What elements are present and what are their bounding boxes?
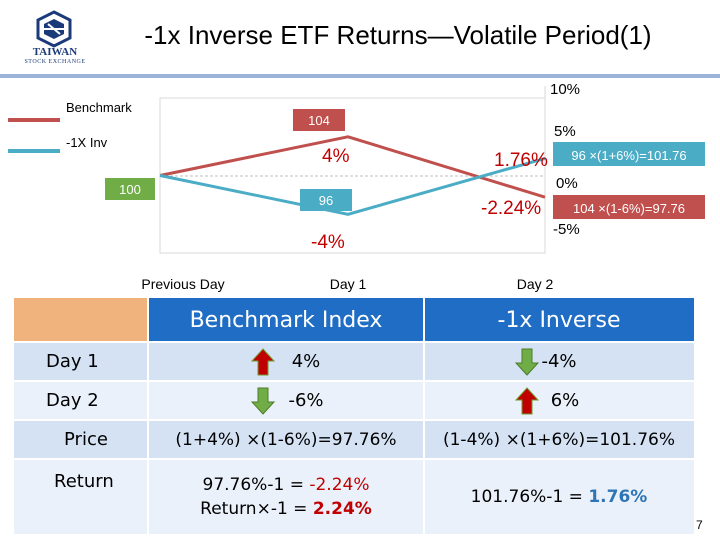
- index-label-inverse-day1: 96: [319, 193, 333, 208]
- cell-inverse-return: 101.76%-1 = 1.76%: [424, 459, 694, 534]
- slide-header: TAIWAN STOCK EXCHANGE -1x Inverse ETF Re…: [0, 0, 720, 78]
- return-formula-text: 101.76%-1 =: [470, 486, 583, 507]
- return-line-2: Return×-1 = 2.24%: [200, 497, 372, 521]
- arrow-down-icon: [514, 348, 540, 376]
- axis-tick-label: 10%: [550, 81, 580, 98]
- series-line-inverse: [159, 156, 546, 216]
- return-value-negative: -2.24%: [309, 474, 370, 495]
- arrow-up-icon: [250, 348, 276, 376]
- day2-return-inverse: 1.76%: [494, 150, 548, 171]
- index-box-start: [105, 178, 155, 200]
- returns-table: Benchmark Index -1x Inverse Day 1 4% -4%…: [14, 298, 694, 534]
- page-number: 7: [696, 518, 703, 532]
- formula-box-inverse: [553, 142, 705, 166]
- formula-box-benchmark: [553, 195, 705, 219]
- index-label-benchmark-day1: 104: [308, 113, 330, 128]
- formula-inverse: 96 ×(1+6%)=101.76: [571, 148, 686, 163]
- return-value-inverse: 2.24%: [312, 498, 372, 519]
- cell-benchmark-day2: -6%: [288, 390, 324, 411]
- index-box-inverse-day1: [300, 189, 352, 211]
- header-divider: [0, 74, 720, 78]
- slide-title: -1x Inverse ETF Returns—Volatile Period(…: [144, 20, 652, 50]
- x-tick-label: Previous Day: [141, 276, 224, 292]
- return-formula-text: Return×-1 =: [200, 498, 313, 519]
- tse-logo-icon: [36, 10, 72, 48]
- axis-tick-label: 0%: [556, 175, 578, 192]
- logo-subtext: STOCK EXCHANGE: [24, 59, 86, 65]
- column-header-inverse: -1x Inverse: [497, 307, 621, 333]
- cell-inverse-price: (1-4%) ×(1+6%)=101.76%: [442, 429, 675, 450]
- change-label-inverse-day1: -4%: [311, 232, 345, 253]
- row-label-day1: Day 1: [46, 351, 99, 372]
- row-label-return: Return: [54, 470, 114, 492]
- logo-text: TAIWAN: [32, 46, 78, 58]
- column-header-benchmark: Benchmark Index: [189, 307, 383, 333]
- return-value-positive: 1.76%: [588, 486, 648, 507]
- row-label-day2: Day 2: [46, 390, 99, 411]
- cell-inverse-day2: 6%: [550, 390, 580, 411]
- return-line-1: 97.76%-1 = -2.24%: [203, 473, 370, 497]
- return-formula-text: 97.76%-1 =: [202, 474, 310, 495]
- axis-tick-label: 5%: [554, 123, 576, 140]
- arrow-up-icon: [514, 387, 540, 415]
- row-label-price: Price: [64, 429, 108, 450]
- legend-label-benchmark: Benchmark: [66, 100, 132, 115]
- day2-return-benchmark: -2.24%: [481, 198, 541, 219]
- formula-benchmark: 104 ×(1-6%)=97.76: [573, 201, 685, 216]
- cell-inverse-day1: -4%: [541, 351, 577, 372]
- return-line-chart: 10% 5% 0% -5% Benchmark -1X Inv 100 104 …: [8, 81, 705, 292]
- cell-benchmark-return: 97.76%-1 = -2.24% Return×-1 = 2.24%: [148, 459, 424, 534]
- change-label-benchmark-day1: 4%: [322, 146, 350, 167]
- index-label-start: 100: [119, 182, 141, 197]
- index-box-benchmark-day1: [293, 109, 345, 131]
- arrow-down-icon: [250, 387, 276, 415]
- axis-tick-label: -5%: [553, 221, 580, 238]
- legend-label-inverse: -1X Inv: [66, 135, 108, 150]
- cell-benchmark-day1: 4%: [291, 351, 321, 372]
- x-tick-label: Day 1: [330, 276, 367, 292]
- cell-benchmark-price: (1+4%) ×(1-6%)=97.76%: [175, 429, 397, 450]
- x-tick-label: Day 2: [517, 276, 554, 292]
- table-background: [14, 298, 694, 534]
